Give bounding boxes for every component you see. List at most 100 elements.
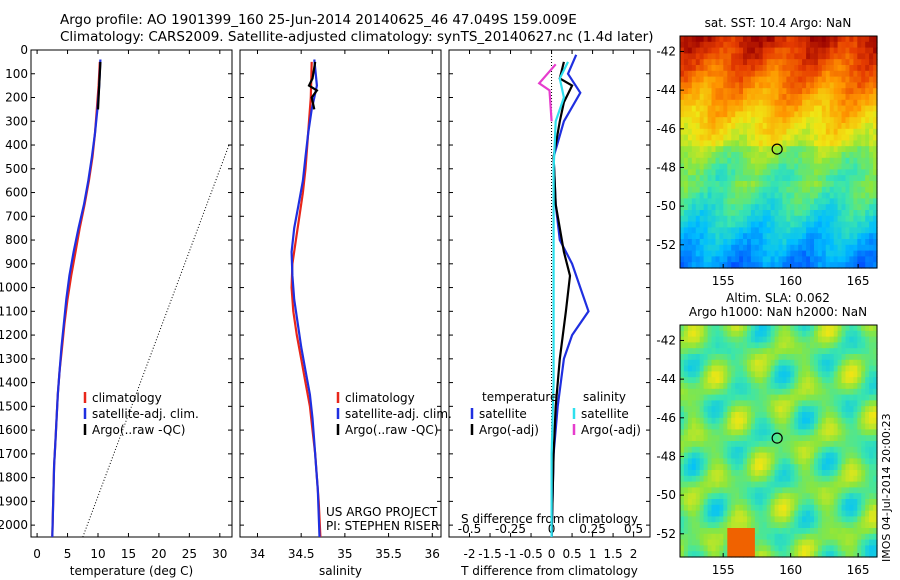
temperature-ytick-label: 1800 bbox=[0, 471, 28, 485]
sst_map-xtick-label: 155 bbox=[712, 274, 735, 288]
difference-xlabel: T difference from climatology bbox=[460, 564, 638, 578]
temperature-ytick-label: 200 bbox=[5, 91, 28, 105]
temperature-ytick-label: 1600 bbox=[0, 423, 28, 437]
sla_map-ytick-label: -46 bbox=[656, 411, 676, 425]
temperature-ytick-label: 400 bbox=[5, 138, 28, 152]
difference-xtick-label: 1.5 bbox=[604, 547, 623, 561]
sla_map-xtick-label: 160 bbox=[779, 563, 802, 577]
sal-legend-label: climatology bbox=[345, 391, 415, 405]
sst_map-ytick-label: -46 bbox=[656, 122, 676, 136]
salinity-xtick-label: 35 bbox=[337, 547, 352, 561]
salinity-frame bbox=[239, 49, 442, 538]
temperature-ytick-label: 1700 bbox=[0, 447, 28, 461]
sla_map-ytick-label: -44 bbox=[656, 372, 676, 386]
diff-legend-s-label: Argo(-adj) bbox=[581, 423, 641, 437]
difference-xtick2-label: 0.5 bbox=[624, 522, 643, 536]
difference-xtick2-label: 0.25 bbox=[579, 522, 606, 536]
sla_map-frame bbox=[679, 324, 878, 558]
sla_map-xtick-label: 155 bbox=[712, 563, 735, 577]
salinity-xtick-label: 36 bbox=[425, 547, 440, 561]
series-difference-t-argo-adj- bbox=[550, 61, 574, 538]
temp-legend-label: Argo(..raw -QC) bbox=[92, 423, 185, 437]
sst_map-ytick-label: -50 bbox=[656, 199, 676, 213]
salinity-xlabel: salinity bbox=[319, 564, 362, 578]
sla_map-xtick-label: 165 bbox=[847, 563, 870, 577]
series-salinity-argo-raw-qc- bbox=[307, 61, 319, 110]
sst-map-title: sat. SST: 10.4 Argo: NaN bbox=[705, 16, 852, 30]
series-temperature-dotted bbox=[82, 144, 230, 538]
temperature-ytick-label: 300 bbox=[5, 114, 28, 128]
temperature-xtick-label: 25 bbox=[182, 547, 197, 561]
temperature-xtick-label: 20 bbox=[151, 547, 166, 561]
temperature-ytick-label: 1100 bbox=[0, 304, 28, 318]
sst_map-ytick-label: -52 bbox=[656, 238, 676, 252]
temperature-ytick-label: 1900 bbox=[0, 494, 28, 508]
temperature-ytick-label: 1300 bbox=[0, 352, 28, 366]
temperature-ytick-label: 1200 bbox=[0, 328, 28, 342]
sst_map-ytick-label: -48 bbox=[656, 160, 676, 174]
sal-legend-label: Argo(..raw -QC) bbox=[345, 423, 438, 437]
difference-xtick-label: 2 bbox=[630, 547, 638, 561]
difference-xtick-label: 0.5 bbox=[563, 547, 582, 561]
sst_map-frame bbox=[679, 35, 878, 269]
temperature-xtick-label: 5 bbox=[64, 547, 72, 561]
difference-xtick2-label: -0.5 bbox=[458, 522, 481, 536]
series-difference-s-satellite bbox=[550, 61, 569, 537]
difference-xtick-label: -1 bbox=[505, 547, 517, 561]
sst_map-xtick-label: 165 bbox=[847, 274, 870, 288]
annotation-project: US ARGO PROJECT bbox=[326, 505, 438, 519]
salinity-xtick-label: 34 bbox=[250, 547, 265, 561]
title-line-2: Climatology: CARS2009. Satellite-adjuste… bbox=[60, 29, 654, 45]
sla_map-ytick-label: -42 bbox=[656, 333, 676, 347]
diff-legend-title-s: salinity bbox=[583, 390, 626, 404]
sla_map-argo-marker bbox=[771, 432, 783, 444]
diff-legend-title-t: temperature bbox=[482, 390, 557, 404]
sla_map-cells bbox=[680, 325, 878, 558]
temp-legend-label: climatology bbox=[92, 391, 162, 405]
difference-xtick2-label: -0.25 bbox=[495, 522, 526, 536]
difference-xtick-label: 0 bbox=[548, 547, 556, 561]
temperature-ytick-label: 700 bbox=[5, 209, 28, 223]
sal-legend-label: satellite-adj. clim. bbox=[345, 407, 452, 421]
temp-legend-label: satellite-adj. clim. bbox=[92, 407, 199, 421]
temperature-xtick-label: 10 bbox=[90, 547, 105, 561]
diff-legend-t-label: Argo(-adj) bbox=[479, 423, 539, 437]
title-line-1: Argo profile: AO 1901399_160 25-Jun-2014… bbox=[60, 12, 577, 28]
sla-map-title: Altim. SLA: 0.062 bbox=[726, 291, 830, 305]
imos-timestamp: IMOS 04-Jul-2014 20:00:23 bbox=[880, 413, 893, 562]
difference-xtick-label: -0.5 bbox=[519, 547, 542, 561]
series-salinity-satellite-adj-clim- bbox=[290, 59, 321, 538]
sst_map-xtick-label: 160 bbox=[779, 274, 802, 288]
difference-xtick-label: -1.5 bbox=[478, 547, 501, 561]
sla_map-ytick-label: -50 bbox=[656, 488, 676, 502]
series-difference-t-satellite bbox=[550, 54, 590, 538]
sst_map-cells bbox=[680, 36, 878, 269]
annotation-pi: PI: STEPHEN RISER bbox=[326, 519, 439, 533]
temperature-xlabel: temperature (deg C) bbox=[70, 564, 193, 578]
sst_map-argo-marker bbox=[771, 143, 783, 155]
sla_map-ytick-label: -48 bbox=[656, 449, 676, 463]
temperature-ytick-label: 100 bbox=[5, 67, 28, 81]
temperature-ytick-label: 500 bbox=[5, 162, 28, 176]
temperature-ytick-label: 0 bbox=[20, 43, 28, 57]
temperature-ytick-label: 1400 bbox=[0, 376, 28, 390]
sst_map-ytick-label: -44 bbox=[656, 83, 676, 97]
temperature-xtick-label: 15 bbox=[121, 547, 136, 561]
temperature-xtick-label: 0 bbox=[33, 547, 41, 561]
difference-xtick-label: 1 bbox=[589, 547, 597, 561]
temperature-ytick-label: 600 bbox=[5, 186, 28, 200]
difference-xlabel2: S difference from climatology bbox=[461, 512, 638, 526]
temperature-xtick-label: 30 bbox=[212, 547, 227, 561]
series-difference-s-argo-adj- bbox=[537, 63, 557, 122]
difference-frame bbox=[448, 49, 651, 538]
sla_map-ytick-label: -52 bbox=[656, 527, 676, 541]
temperature-frame bbox=[30, 49, 233, 538]
diff-legend-s-label: satellite bbox=[581, 407, 629, 421]
salinity-xtick-label: 34.5 bbox=[288, 547, 315, 561]
series-temperature-argo-raw-qc- bbox=[96, 61, 102, 110]
temperature-ytick-label: 2000 bbox=[0, 518, 28, 532]
temperature-ytick-label: 800 bbox=[5, 233, 28, 247]
temperature-ytick-label: 1000 bbox=[0, 281, 28, 295]
temperature-ytick-label: 1500 bbox=[0, 399, 28, 413]
